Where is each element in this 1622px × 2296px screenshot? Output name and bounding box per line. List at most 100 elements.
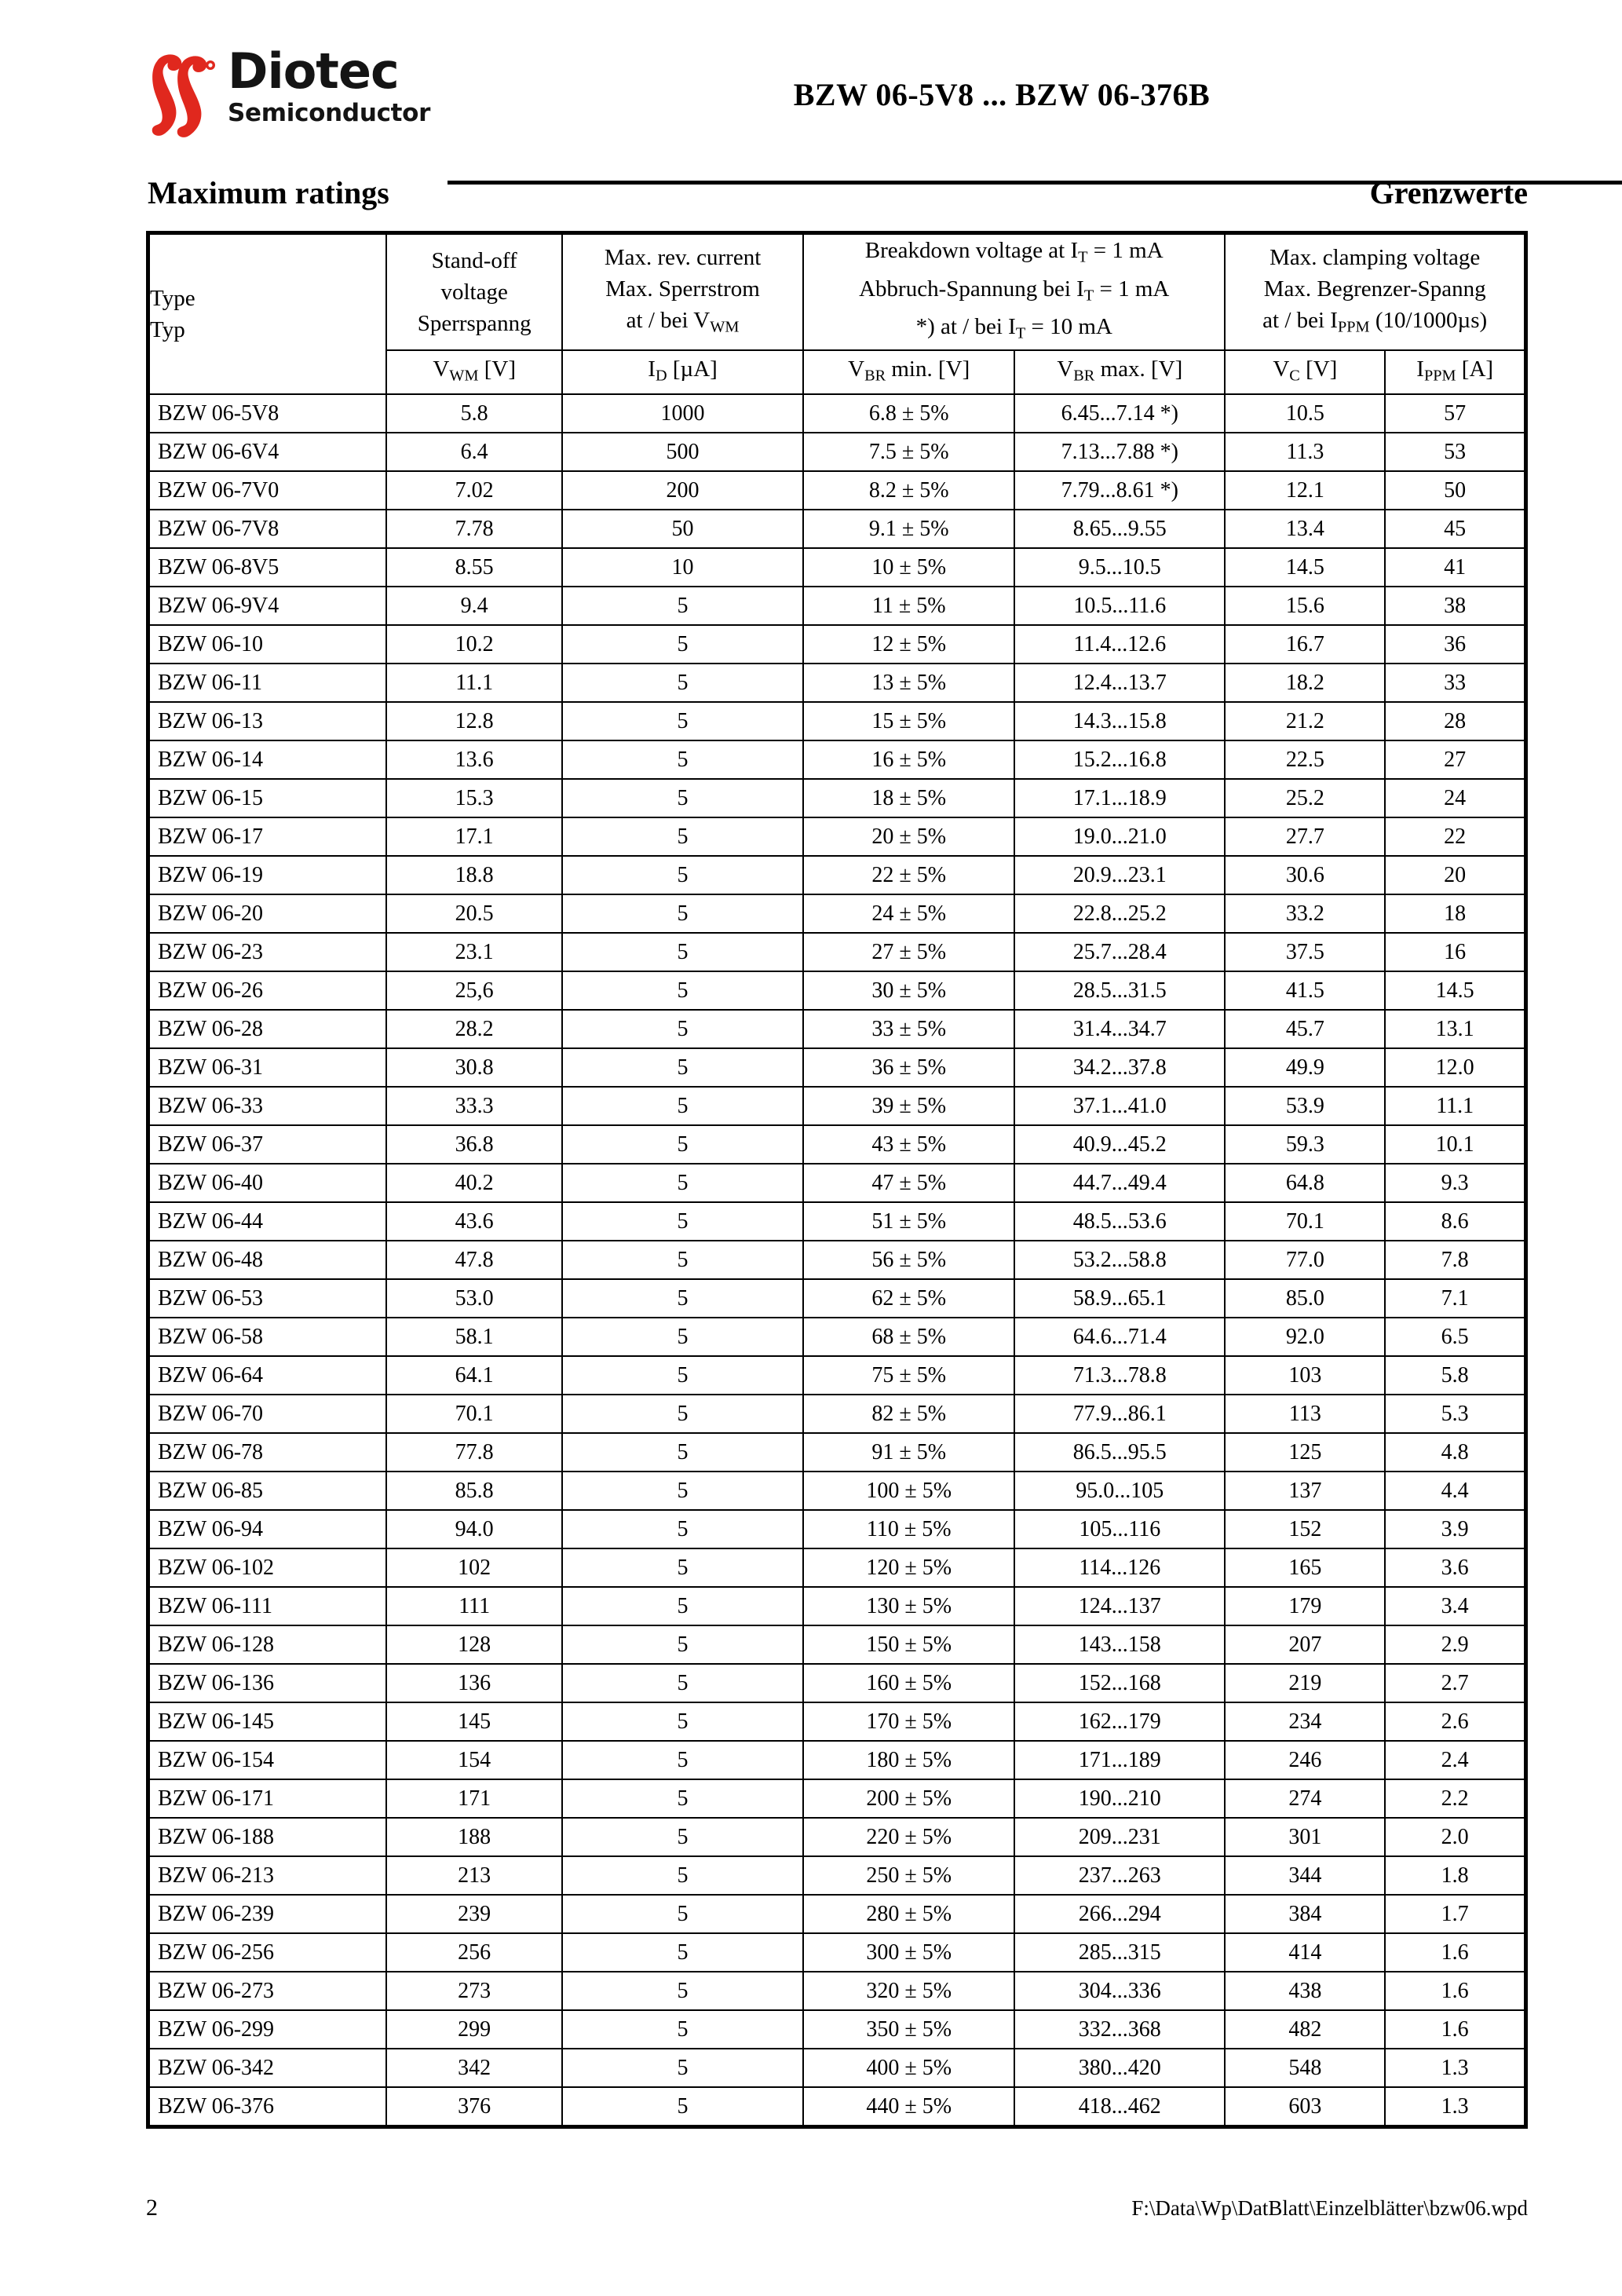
table-cell-value: 33.3	[385, 1086, 563, 1127]
table-cell-value: 1.7	[1384, 1894, 1529, 1935]
header-breakdown-line3-a: *) at / bei I	[915, 314, 1016, 340]
header-symbol-vbrmax-base: V	[1057, 356, 1074, 382]
table-cell-value: 10.5...11.6	[1014, 586, 1226, 627]
table-cell-value: 5	[561, 586, 805, 627]
table-cell-value: 130 ± 5%	[802, 1586, 1016, 1627]
table-cell-value: 6.8 ± 5%	[802, 393, 1016, 434]
table-cell-value: 162...179	[1014, 1702, 1226, 1742]
table-cell-type: BZW 06-13	[146, 701, 388, 742]
table-cell-value: 548	[1224, 2048, 1386, 2089]
table-cell-type: BZW 06-136	[146, 1663, 388, 1704]
table-row: BZW 06-19 18.8 5 22 ± 5% 20.9...23.1 30.6 20	[146, 855, 1529, 896]
table-cell-value: 332...368	[1014, 2009, 1226, 2050]
table-cell-value: 22.5	[1224, 740, 1386, 781]
table-cell-value: 3.6	[1384, 1548, 1529, 1589]
table-cell-value: 7.79...8.61 *)	[1014, 470, 1226, 511]
table-row: BZW 06-136 136 5 160 ± 5% 152...168 219 2.7	[146, 1663, 1529, 1704]
table-cell-type: BZW 06-7V0	[146, 470, 388, 511]
table-row: BZW 06-28 28.2 5 33 ± 5% 31.4...34.7 45.7 13.1	[146, 1009, 1529, 1050]
header-breakdown-voltage: Breakdown voltage at IT = 1 mA Abbruch-S…	[802, 231, 1226, 352]
header-breakdown-line1-a: Breakdown voltage at I	[864, 238, 1079, 263]
table-cell-value: 1.6	[1384, 1932, 1529, 1973]
table-cell-value: 25.2	[1224, 778, 1386, 819]
table-cell-value: 2.6	[1384, 1702, 1529, 1742]
table-cell-value: 7.78	[385, 509, 563, 550]
table-cell-value: 5	[561, 1586, 805, 1627]
table-cell-value: 8.55	[385, 547, 563, 588]
header-breakdown-line2-b: = 1 mA	[1094, 276, 1170, 302]
table-cell-value: 37.5	[1224, 932, 1386, 973]
table-cell-value: 160 ± 5%	[802, 1663, 1016, 1704]
table-cell-value: 22 ± 5%	[802, 855, 1016, 896]
table-cell-type: BZW 06-9V4	[146, 586, 388, 627]
table-cell-value: 18 ± 5%	[802, 778, 1016, 819]
table-cell-value: 400 ± 5%	[802, 2048, 1016, 2089]
table-cell-value: 5.8	[385, 393, 563, 434]
table-cell-value: 68 ± 5%	[802, 1317, 1016, 1358]
table-cell-value: 21.2	[1224, 701, 1386, 742]
table-cell-value: 22.8...25.2	[1014, 894, 1226, 934]
table-cell-type: BZW 06-53	[146, 1278, 388, 1319]
table-cell-value: 5	[561, 1047, 805, 1088]
table-cell-value: 11.1	[385, 663, 563, 704]
table-cell-value: 171...189	[1014, 1740, 1226, 1781]
table-cell-type: BZW 06-23	[146, 932, 388, 973]
header-symbol-vbrmax-sub: BR	[1073, 367, 1095, 385]
table-cell-value: 15.3	[385, 778, 563, 819]
table-cell-value: 299	[385, 2009, 563, 2050]
table-cell-value: 5	[561, 894, 805, 934]
table-cell-value: 28	[1384, 701, 1529, 742]
table-cell-type: BZW 06-7V8	[146, 509, 388, 550]
table-cell-type: BZW 06-48	[146, 1240, 388, 1281]
table-row: BZW 06-11 11.1 5 13 ± 5% 12.4...13.7 18.2 33	[146, 663, 1529, 704]
table-cell-value: 9.5...10.5	[1014, 547, 1226, 588]
table-cell-value: 128	[385, 1625, 563, 1665]
table-cell-value: 190...210	[1014, 1779, 1226, 1819]
table-cell-value: 20	[1384, 855, 1529, 896]
table-cell-value: 49.9	[1224, 1047, 1386, 1088]
table-cell-value: 250 ± 5%	[802, 1855, 1016, 1896]
table-cell-value: 200	[561, 470, 805, 511]
table-cell-value: 5	[561, 1740, 805, 1781]
table-row: BZW 06-273 273 5 320 ± 5% 304...336 438 1.6	[146, 1971, 1529, 2012]
table-cell-value: 120 ± 5%	[802, 1548, 1016, 1589]
table-cell-value: 10	[561, 547, 805, 588]
table-body: BZW 06-5V8 5.8 1000 6.8 ± 5% 6.45...7.14 *) 1…	[146, 393, 1529, 2129]
table-cell-value: 12 ± 5%	[802, 624, 1016, 665]
table-row: BZW 06-128 128 5 150 ± 5% 143...158 207 2.9	[146, 1625, 1529, 1665]
table-cell-value: 603	[1224, 2086, 1386, 2129]
table-row: BZW 06-145 145 5 170 ± 5% 162...179 234 2.6	[146, 1702, 1529, 1742]
table-cell-value: 384	[1224, 1894, 1386, 1935]
table-cell-value: 70.1	[1224, 1201, 1386, 1242]
table-cell-value: 180 ± 5%	[802, 1740, 1016, 1781]
header-symbol-vbrmin-unit: min. [V]	[886, 356, 970, 382]
table-row: BZW 06-78 77.8 5 91 ± 5% 86.5...95.5 125 4.8	[146, 1432, 1529, 1473]
header-revcurrent-line3: at / bei VWM	[563, 305, 802, 343]
table-cell-value: 237...263	[1014, 1855, 1226, 1896]
brand-subtitle: Semiconductor	[228, 99, 431, 127]
table-cell-value: 3.9	[1384, 1509, 1529, 1550]
table-cell-value: 5	[561, 2009, 805, 2050]
table-cell-value: 33 ± 5%	[802, 1009, 1016, 1050]
table-cell-value: 36.8	[385, 1124, 563, 1165]
table-cell-value: 86.5...95.5	[1014, 1432, 1226, 1473]
table-cell-value: 213	[385, 1855, 563, 1896]
table-cell-value: 43 ± 5%	[802, 1124, 1016, 1165]
table-cell-value: 12.0	[1384, 1047, 1529, 1088]
table-cell-value: 64.6...71.4	[1014, 1317, 1226, 1358]
header-symbol-id: ID [µA]	[561, 349, 805, 396]
table-cell-value: 5	[561, 1894, 805, 1935]
table-group-header-row: Type Typ Stand-off voltage Sperrspanng M…	[146, 231, 1529, 396]
header-max-reverse-current: Max. rev. current Max. Sperrstrom at / b…	[561, 231, 805, 352]
table-cell-value: 82 ± 5%	[802, 1394, 1016, 1435]
header-standoff-voltage: Stand-off voltage Sperrspanng	[385, 231, 563, 352]
header-clamping-line1: Max. clamping voltage	[1269, 244, 1481, 270]
table-cell-value: 17.1	[385, 817, 563, 857]
table-cell-value: 152	[1224, 1509, 1386, 1550]
header-revcurrent-line3-sub: WM	[710, 318, 740, 336]
header-symbol-vbr-min: VBR min. [V]	[802, 349, 1016, 396]
table-cell-type: BZW 06-154	[146, 1740, 388, 1781]
table-cell-type: BZW 06-256	[146, 1932, 388, 1973]
table-cell-value: 14.3...15.8	[1014, 701, 1226, 742]
table-cell-value: 22	[1384, 817, 1529, 857]
